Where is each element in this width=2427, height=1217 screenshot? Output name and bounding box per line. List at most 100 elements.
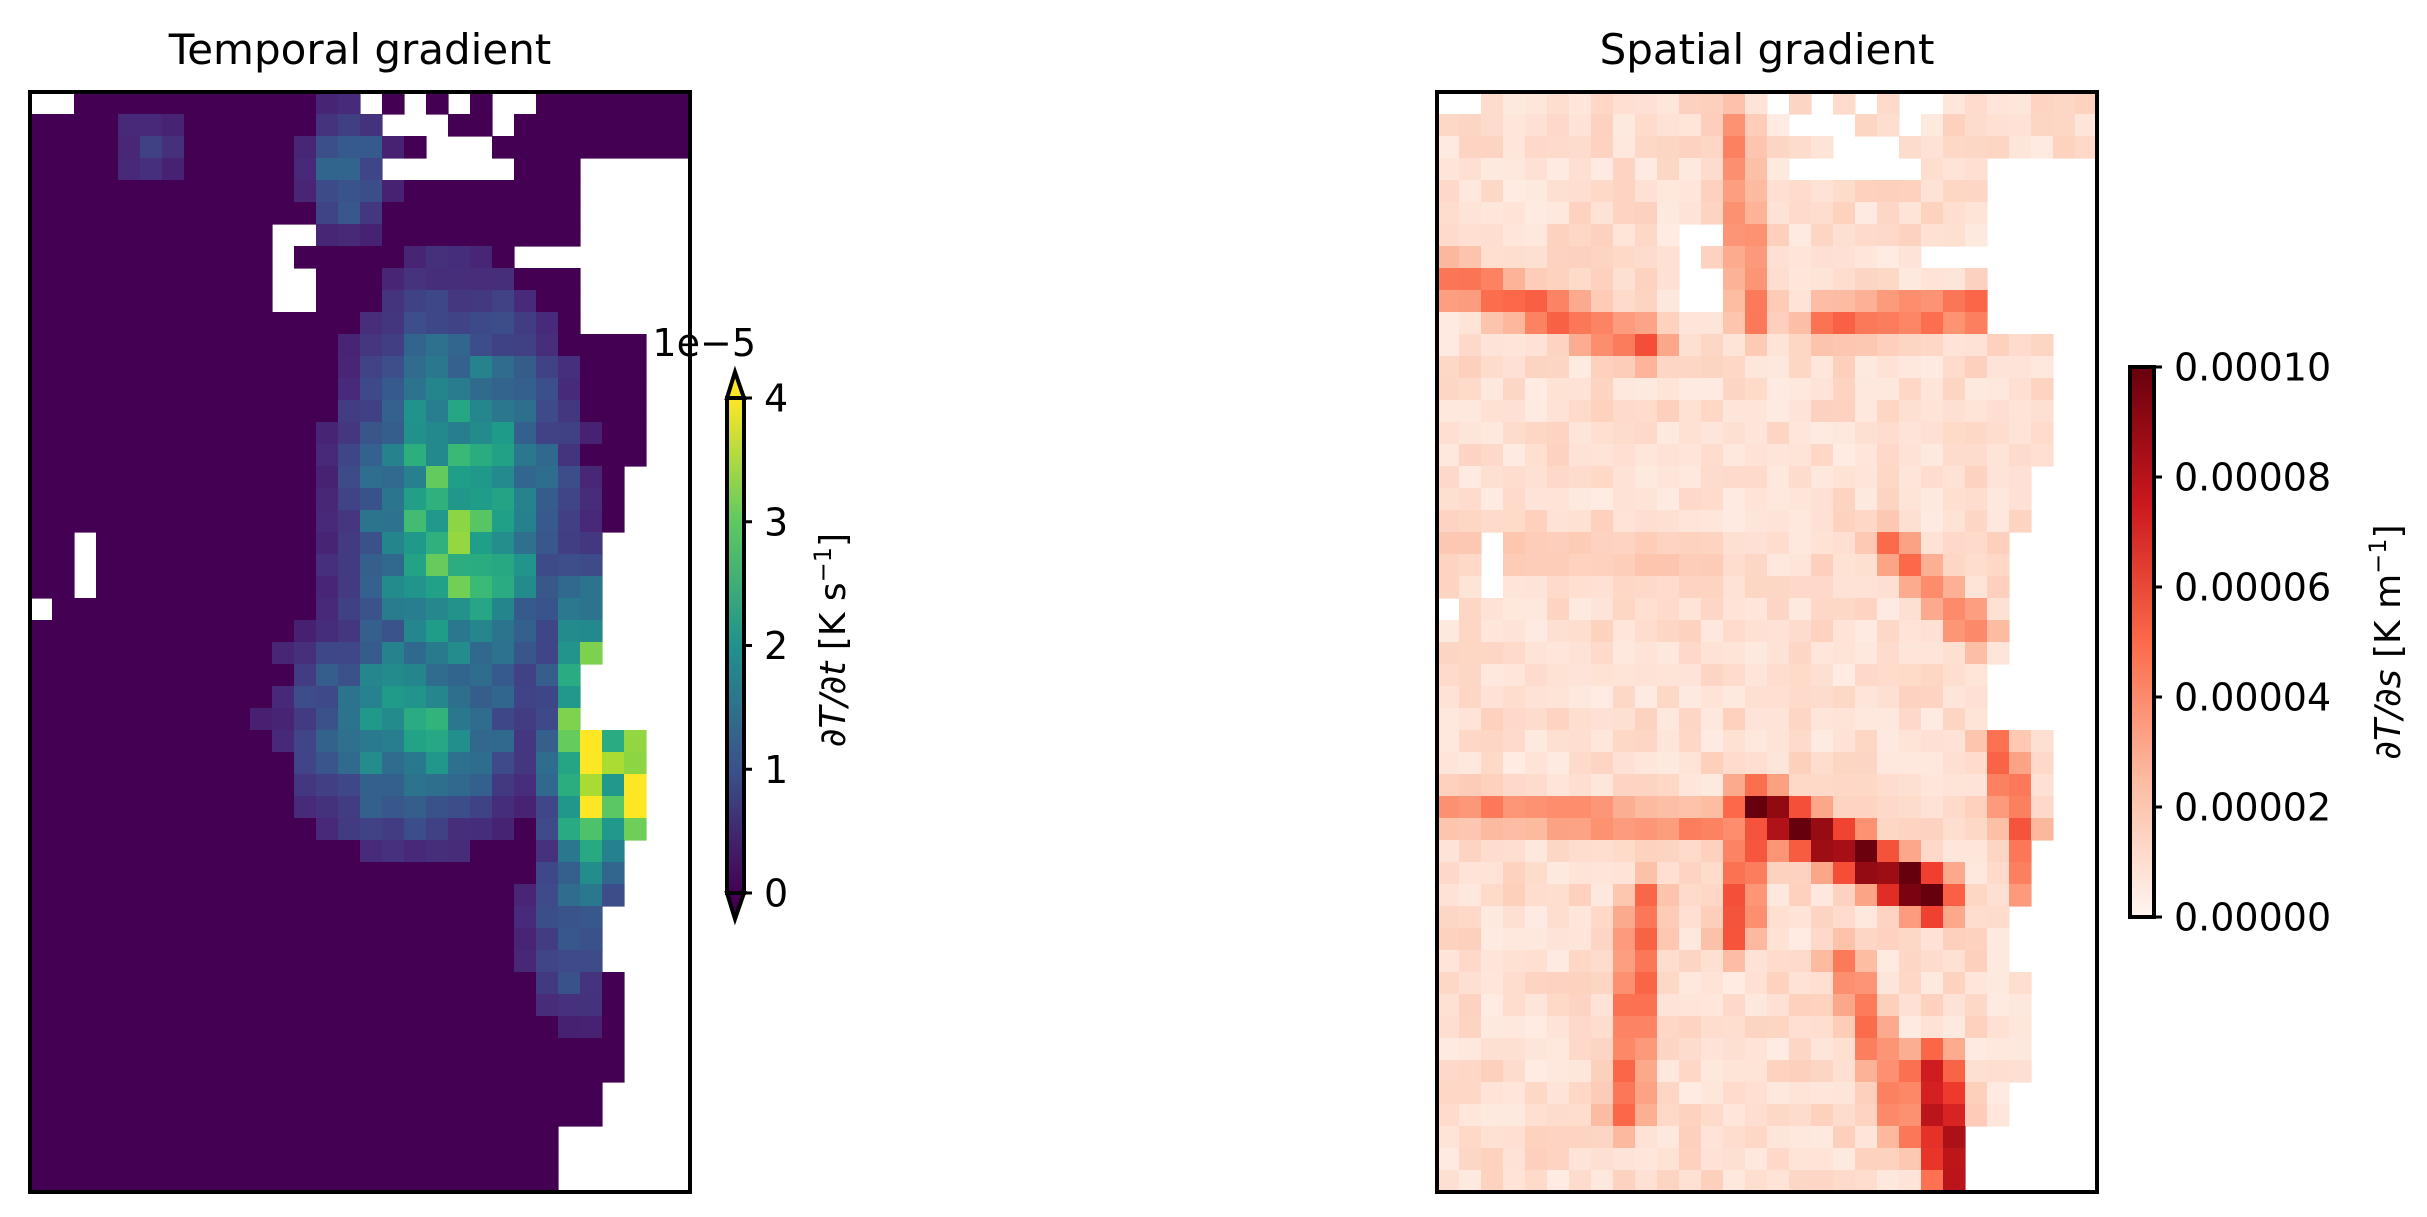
temporal-heatmap-cell (30, 730, 53, 753)
temporal-heatmap-cell (338, 1126, 361, 1149)
spatial-heatmap-cell (1591, 576, 1614, 599)
spatial-heatmap-cell (1613, 1060, 1636, 1083)
spatial-heatmap-cell (1569, 554, 1592, 577)
spatial-heatmap-cell (1613, 466, 1636, 489)
spatial-heatmap-cell (1877, 818, 1900, 841)
spatial-heatmap-cell (1613, 158, 1636, 181)
temporal-heatmap-cell (360, 444, 383, 467)
spatial-heatmap-cell (1811, 730, 1834, 753)
temporal-heatmap-cell (448, 1170, 471, 1193)
spatial-heatmap-cell (1547, 884, 1570, 907)
spatial-heatmap-cell (1789, 246, 1812, 269)
spatial-heatmap-cell (2009, 796, 2032, 819)
spatial-heatmap-cell (1855, 1126, 1878, 1149)
spatial-heatmap-cell (1525, 972, 1548, 995)
temporal-heatmap-cell (140, 642, 163, 665)
spatial-heatmap-cell (1745, 180, 1768, 203)
spatial-heatmap-cell (1943, 466, 1966, 489)
temporal-heatmap-cell (448, 1126, 471, 1149)
spatial-heatmap-cell (1943, 840, 1966, 863)
spatial-heatmap-cell (1833, 180, 1856, 203)
spatial-heatmap-cell (1855, 752, 1878, 775)
temporal-heatmap-cell (382, 1060, 405, 1083)
temporal-heatmap-cell (426, 510, 449, 533)
temporal-heatmap-cell (250, 466, 273, 489)
spatial-heatmap-cell (1833, 1082, 1856, 1105)
spatial-heatmap-cell (1921, 906, 1944, 929)
spatial-heatmap-cell (1965, 928, 1988, 951)
spatial-heatmap-cell (1591, 158, 1614, 181)
temporal-heatmap-cell (404, 202, 427, 225)
spatial-heatmap-cell (1943, 752, 1966, 775)
spatial-heatmap-cell (1943, 334, 1966, 357)
spatial-heatmap-cell (1591, 752, 1614, 775)
temporal-heatmap-cell (52, 312, 75, 335)
spatial-heatmap-cell (1503, 1126, 1526, 1149)
spatial-heatmap-cell (1965, 994, 1988, 1017)
temporal-heatmap-cell (580, 1082, 603, 1105)
spatial-heatmap-cell (1613, 312, 1636, 335)
spatial-heatmap-cell (1789, 532, 1812, 555)
temporal-heatmap-cell (96, 224, 119, 247)
temporal-heatmap-cell (558, 928, 581, 951)
temporal-heatmap-cell (338, 158, 361, 181)
temporal-heatmap-cell (602, 1016, 625, 1039)
spatial-heatmap-cell (1657, 290, 1680, 313)
temporal-heatmap-cell (140, 444, 163, 467)
temporal-heatmap-cell (602, 378, 625, 401)
temporal-heatmap-cell (184, 444, 207, 467)
temporal-heatmap-cell (624, 818, 647, 841)
spatial-heatmap-cell (1833, 312, 1856, 335)
spatial-heatmap-cell (1569, 136, 1592, 159)
temporal-heatmap-cell (558, 290, 581, 313)
temporal-heatmap-cell (580, 1060, 603, 1083)
spatial-heatmap-cell (1481, 510, 1504, 533)
temporal-heatmap-cell (426, 1104, 449, 1127)
spatial-heatmap-cell (1701, 1104, 1724, 1127)
temporal-heatmap-cell (30, 312, 53, 335)
temporal-heatmap-cell (536, 818, 559, 841)
temporal-heatmap-cell (272, 972, 295, 995)
spatial-heatmap-cell (1943, 136, 1966, 159)
spatial-heatmap-cell (1965, 730, 1988, 753)
spatial-heatmap-cell (1833, 246, 1856, 269)
spatial-heatmap-cell (1591, 730, 1614, 753)
temporal-heatmap-cell (74, 906, 97, 929)
spatial-heatmap-cell (1921, 510, 1944, 533)
spatial-heatmap-cell (1503, 532, 1526, 555)
spatial-heatmap-cell (1855, 664, 1878, 687)
temporal-heatmap-cell (338, 972, 361, 995)
spatial-heatmap-cell (1503, 950, 1526, 973)
temporal-heatmap-cell (250, 1038, 273, 1061)
spatial-heatmap-cell (1943, 400, 1966, 423)
temporal-heatmap-cell (426, 224, 449, 247)
temporal-heatmap-cell (206, 818, 229, 841)
spatial-heatmap-cell (1701, 158, 1724, 181)
spatial-heatmap-cell (1723, 708, 1746, 731)
temporal-heatmap-cell (492, 1060, 515, 1083)
spatial-heatmap-cell (1899, 1038, 1922, 1061)
temporal-heatmap-cell (294, 884, 317, 907)
temporal-heatmap-cell (250, 730, 273, 753)
temporal-heatmap-cell (470, 510, 493, 533)
temporal-heatmap-cell (162, 906, 185, 929)
temporal-heatmap-cell (250, 1060, 273, 1083)
spatial-heatmap-cell (1503, 752, 1526, 775)
spatial-heatmap-cell (1635, 598, 1658, 621)
temporal-heatmap-cell (404, 532, 427, 555)
spatial-heatmap-cell (1745, 708, 1768, 731)
temporal-heatmap-cell (382, 928, 405, 951)
temporal-heatmap-cell (426, 378, 449, 401)
temporal-heatmap-cell (272, 1082, 295, 1105)
temporal-heatmap-cell (426, 972, 449, 995)
spatial-heatmap-cell (1525, 1170, 1548, 1193)
temporal-heatmap-cell (162, 664, 185, 687)
spatial-heatmap-cell (1789, 1060, 1812, 1083)
spatial-heatmap-cell (1965, 224, 1988, 247)
temporal-heatmap-cell (558, 400, 581, 423)
temporal-heatmap-cell (338, 312, 361, 335)
temporal-heatmap-cell (294, 334, 317, 357)
spatial-heatmap-cell (1591, 840, 1614, 863)
spatial-heatmap-cell (1547, 818, 1570, 841)
temporal-heatmap-cell (184, 378, 207, 401)
